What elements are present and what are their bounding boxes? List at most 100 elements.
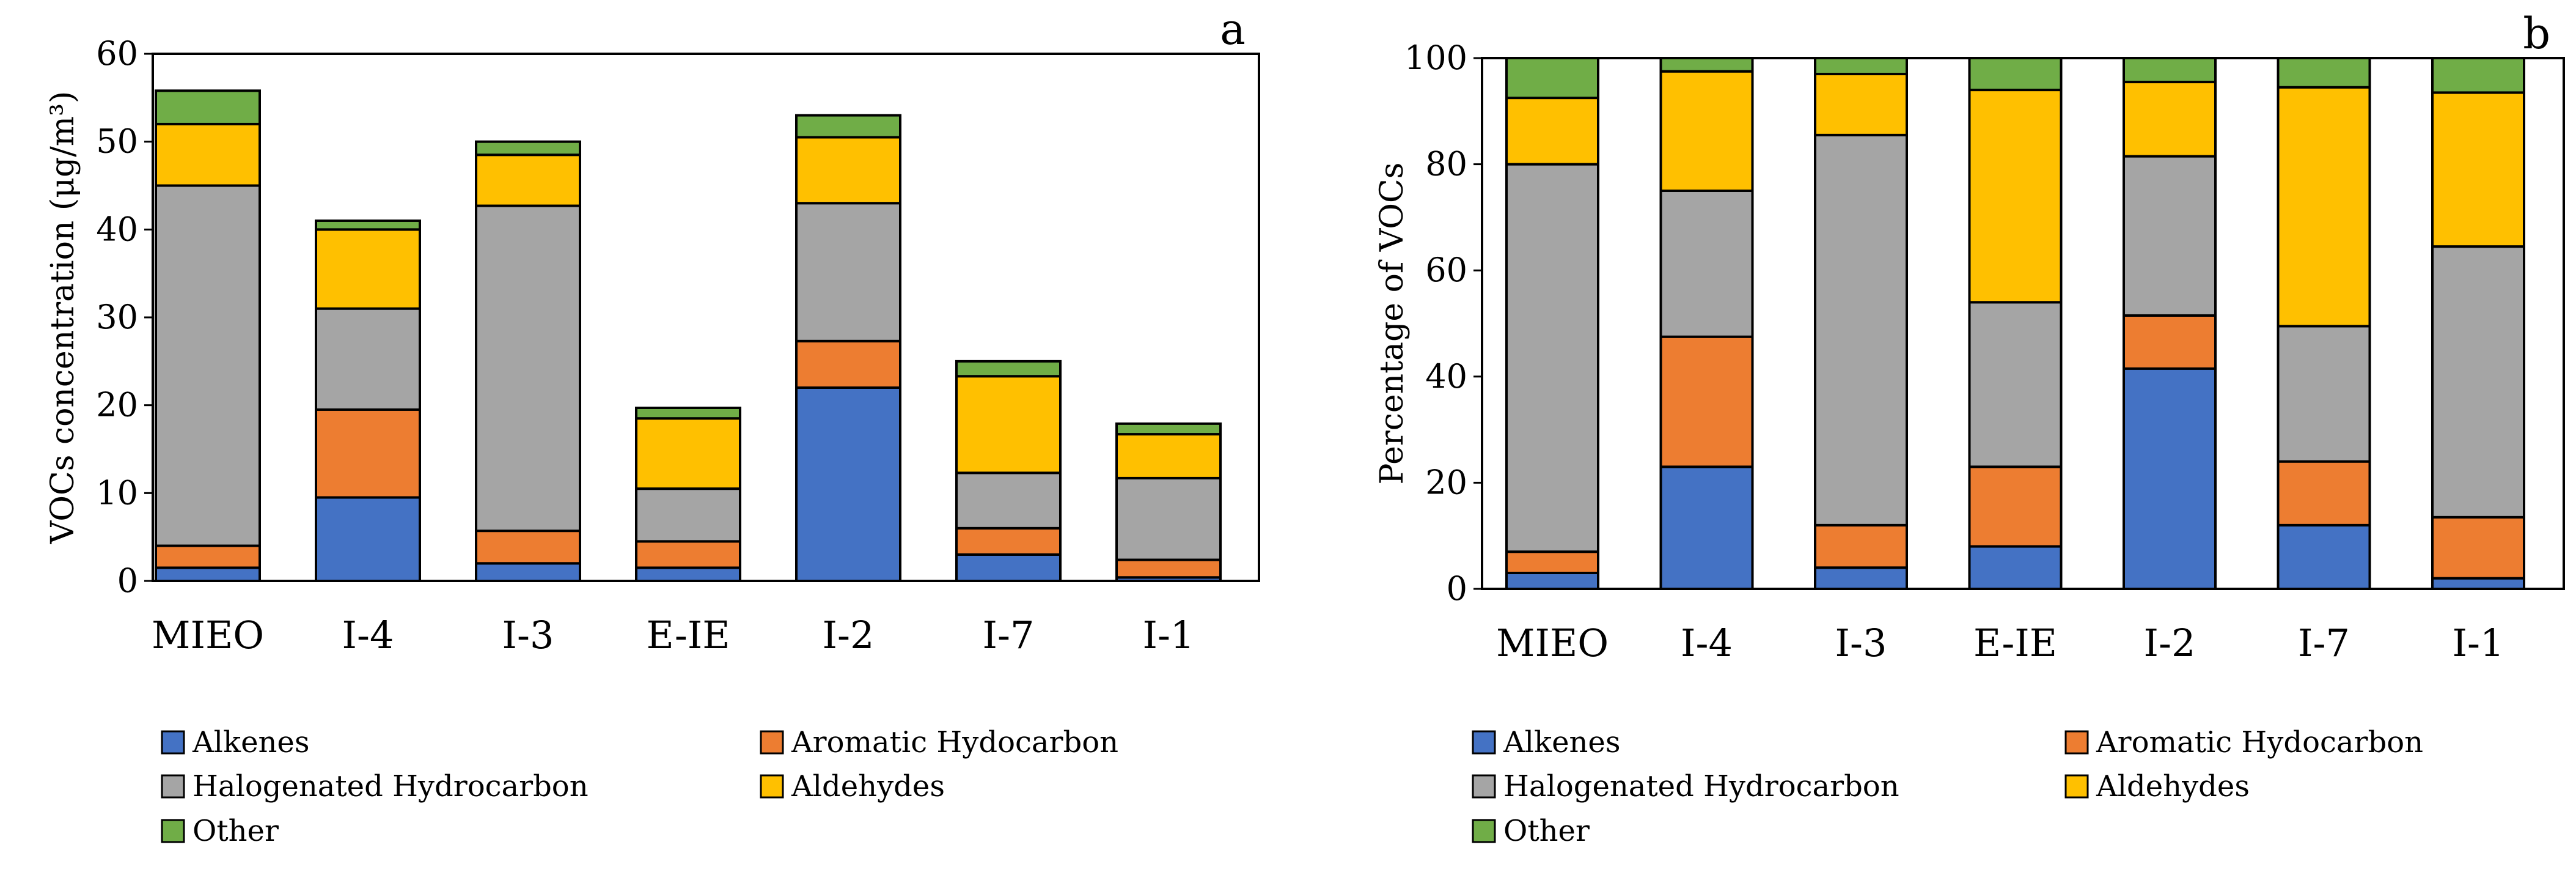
bar-segment-aromatic-hydocarbon — [1659, 335, 1754, 468]
bar-segment-aldehydes — [795, 136, 901, 205]
legend-label: Alkenes — [1503, 725, 1620, 759]
y-tick-label: 20 — [1425, 463, 1467, 501]
x-category-label: I-7 — [983, 613, 1035, 657]
x-category-label: I-3 — [1835, 621, 1887, 665]
bar-segment-alkenes — [1659, 465, 1754, 590]
y-tick-label: 0 — [1447, 569, 1467, 608]
bar-segment-halogenated-hydrocarbon — [635, 487, 741, 543]
bar-segment-aldehydes — [475, 153, 581, 207]
panel-letter: b — [2523, 9, 2550, 59]
legend-item: Other — [161, 814, 279, 848]
x-category-label: I-4 — [342, 613, 394, 657]
x-category-label: I-7 — [2298, 621, 2350, 665]
y-tick-label: 80 — [1425, 145, 1467, 183]
y-tick-label: 60 — [1425, 251, 1467, 289]
bar-segment-aromatic-hydocarbon — [315, 408, 421, 499]
bar-segment-other — [155, 89, 261, 125]
panel-letter: a — [1220, 4, 1246, 54]
bar-segment-aldehydes — [1115, 433, 1222, 479]
y-tick-label: 30 — [96, 298, 138, 336]
bar-segment-alkenes — [2431, 577, 2525, 591]
bar-segment-other — [1659, 57, 1754, 73]
x-category-label: I-4 — [1681, 621, 1733, 665]
bar-segment-aromatic-hydocarbon — [1814, 523, 1908, 569]
y-axis-title: VOCs concentration (μg/m³) — [45, 91, 81, 545]
legend-item: Aldehydes — [2064, 769, 2250, 804]
bar-segment-alkenes — [155, 566, 261, 583]
legend-label: Halogenated Hydrocarbon — [193, 769, 589, 804]
legend-item: Alkenes — [161, 725, 309, 759]
bar-segment-other — [1968, 57, 2063, 92]
legend-label: Aromatic Hydocarbon — [2096, 725, 2423, 759]
x-category-label: MIEO — [152, 613, 264, 657]
bar-segment-aldehydes — [155, 122, 261, 187]
bar-segment-halogenated-hydrocarbon — [795, 202, 901, 342]
bar-segment-halogenated-hydrocarbon — [315, 307, 421, 411]
x-category-label: I-1 — [2453, 621, 2504, 665]
legend-item: Halogenated Hydrocarbon — [161, 769, 589, 804]
bar-segment-alkenes — [1968, 545, 2063, 590]
bar-segment-aldehydes — [1659, 70, 1754, 192]
bar-segment-alkenes — [2123, 367, 2217, 591]
bar-segment-aldehydes — [1968, 89, 2063, 304]
legend-item: Halogenated Hydrocarbon — [1472, 769, 1899, 804]
bar-segment-halogenated-hydrocarbon — [475, 204, 581, 533]
chart-panel-a: 0 10 20 30 40 50 60 VOCs concentration (μg/m³) a… — [45, 4, 1260, 848]
x-category-label: E-IE — [646, 613, 730, 657]
bar-segment-halogenated-hydrocarbon — [2431, 245, 2525, 519]
bar-segment-alkenes — [315, 496, 421, 582]
legend-label: Aromatic Hydocarbon — [791, 725, 1118, 759]
bar-segment-aromatic-hydocarbon — [1505, 550, 1599, 574]
bar-segment-halogenated-hydrocarbon — [1659, 190, 1754, 338]
x-category-label: I-2 — [823, 613, 875, 657]
bar-segment-aromatic-hydocarbon — [1968, 465, 2063, 548]
legend-label: Halogenated Hydrocarbon — [1503, 769, 1899, 804]
bar-segment-other — [1814, 57, 1908, 76]
legend-swatch — [760, 730, 784, 755]
legend-item: Alkenes — [1472, 725, 1620, 759]
bar-segment-other — [2277, 57, 2371, 89]
y-tick-label: 0 — [117, 561, 138, 600]
bar-segment-other — [955, 360, 1062, 378]
legend-swatch — [1472, 730, 1496, 755]
y-axis-title: Percentage of VOCs — [1374, 163, 1411, 485]
y-tick-label: 60 — [96, 34, 138, 73]
legend-label: Alkenes — [192, 725, 309, 759]
bar-segment-other — [475, 140, 581, 157]
bar-segment-halogenated-hydrocarbon — [1968, 301, 2063, 468]
y-tick-label: 100 — [1404, 39, 1467, 77]
x-category-label: MIEO — [1496, 621, 1609, 665]
x-category-label: I-1 — [1143, 613, 1195, 657]
bar-segment-other — [315, 219, 421, 231]
bar-segment-alkenes — [635, 566, 741, 583]
bar-segment-aromatic-hydocarbon — [155, 544, 261, 569]
legend-swatch — [2064, 774, 2089, 799]
legend-swatch — [161, 730, 185, 755]
legend-swatch — [161, 774, 185, 799]
bar-segment-other — [2123, 57, 2217, 84]
legend-label: Aldehydes — [2096, 769, 2250, 804]
bar-segment-alkenes — [475, 562, 581, 582]
bar-segment-aldehydes — [635, 417, 741, 490]
bar-segment-alkenes — [1505, 571, 1599, 591]
legend-label: Other — [193, 814, 279, 848]
bar-segment-halogenated-hydrocarbon — [1814, 133, 1908, 527]
bar-segment-aldehydes — [2277, 86, 2371, 328]
bar-segment-aromatic-hydocarbon — [1115, 558, 1222, 579]
bar-segment-halogenated-hydrocarbon — [1505, 163, 1599, 553]
bar-segment-halogenated-hydrocarbon — [1115, 476, 1222, 561]
bar-segment-other — [635, 406, 741, 420]
bar-segment-other — [795, 114, 901, 139]
y-tick-label: 40 — [1425, 357, 1467, 396]
legend-swatch — [1472, 819, 1496, 843]
bar-segment-other — [2431, 57, 2525, 94]
legend-swatch — [760, 774, 784, 799]
bar-segment-other — [1505, 57, 1599, 100]
bar-segment-aromatic-hydocarbon — [475, 530, 581, 565]
bar-segment-aromatic-hydocarbon — [2123, 314, 2217, 370]
legend-item: Other — [1472, 814, 1590, 848]
bar-segment-alkenes — [955, 553, 1062, 583]
x-category-label: I-2 — [2144, 621, 2196, 665]
bar-segment-halogenated-hydrocarbon — [155, 184, 261, 547]
